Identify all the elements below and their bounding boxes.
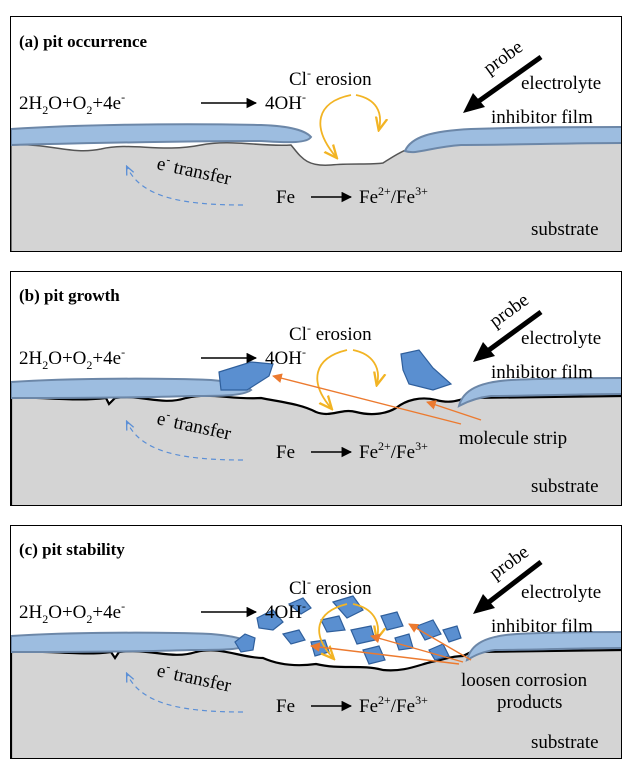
anodic-product: Fe2+/Fe3+ bbox=[359, 439, 428, 463]
annotation-arrow bbox=[370, 633, 464, 663]
stripped-molecule-flake bbox=[400, 349, 453, 391]
erosion-label: Cl- erosion bbox=[289, 575, 372, 599]
inhibitor-film-label: inhibitor film bbox=[491, 362, 593, 383]
erosion-arrow-out bbox=[318, 603, 348, 658]
probe-arrow-head bbox=[473, 342, 495, 362]
transfer-arrow bbox=[127, 167, 244, 206]
annotation-arrow bbox=[426, 400, 482, 421]
cathodic-reaction: 2H2O+O2+4e- bbox=[19, 90, 125, 117]
inhibitor-film-right bbox=[457, 377, 621, 408]
panel-title: (c) pit stability bbox=[19, 540, 125, 559]
inhibitor-film-left bbox=[11, 631, 253, 653]
panel-pit-growth: (b) pit growth 2H2O+O2+4e- 4OH- Cl- eros… bbox=[10, 271, 622, 506]
panel-b-diagram: (b) pit growth 2H2O+O2+4e- 4OH- Cl- eros… bbox=[11, 286, 621, 505]
electrolyte-label: electrolyte bbox=[521, 328, 601, 349]
annotation-arrow bbox=[272, 373, 462, 425]
corrosion-product-flake bbox=[281, 629, 306, 645]
substrate-label: substrate bbox=[531, 732, 599, 753]
molecule-strip-label: molecule strip bbox=[459, 428, 567, 449]
panel-c-diagram: (c) pit stability 2H2O+O2+4e- 4OH- Cl- e… bbox=[11, 540, 621, 758]
corrosion-product-flake bbox=[416, 619, 442, 641]
transfer-arrow bbox=[127, 674, 244, 713]
corrosion-product-flake bbox=[442, 625, 462, 643]
annotation-arrow bbox=[408, 623, 472, 661]
corrosion-product-flake bbox=[234, 633, 256, 653]
substrate-label: substrate bbox=[531, 476, 599, 497]
erosion-label: Cl- erosion bbox=[289, 66, 372, 90]
corrosion-product-flake bbox=[287, 597, 312, 615]
probe-label: probe bbox=[486, 542, 533, 584]
cathodic-reaction: 2H2O+O2+4e- bbox=[19, 599, 125, 626]
probe-arrow-head bbox=[473, 594, 495, 614]
annotation-arrow bbox=[310, 642, 460, 665]
cathodic-product: 4OH- bbox=[265, 90, 306, 114]
anodic-product: Fe2+/Fe3+ bbox=[359, 184, 428, 208]
inhibitor-film-left bbox=[11, 123, 313, 147]
inhibitor-film-right bbox=[403, 126, 621, 154]
erosion-arrow-out bbox=[316, 349, 348, 408]
anodic-left: Fe bbox=[276, 187, 295, 208]
corrosion-products bbox=[234, 595, 462, 665]
annotation-label-line1: loosen corrosion bbox=[461, 670, 588, 691]
panel-title: (a) pit occurrence bbox=[19, 32, 148, 51]
inhibitor-film-label: inhibitor film bbox=[491, 107, 593, 128]
panel-a-diagram: (a) pit occurrence 2H2O+O2+4e- 4OH- Cl- … bbox=[11, 32, 621, 251]
corrosion-product-flake bbox=[380, 611, 404, 631]
probe-arrow bbox=[487, 560, 543, 604]
panel-pit-occurrence: (a) pit occurrence 2H2O+O2+4e- 4OH- Cl- … bbox=[10, 16, 622, 252]
substrate-region bbox=[11, 648, 621, 758]
probe-arrow-head bbox=[463, 93, 485, 113]
inhibitor-film-right bbox=[465, 631, 621, 662]
erosion-arrow-out bbox=[319, 94, 352, 157]
annotation-label-line2: products bbox=[497, 692, 562, 713]
inhibitor-film-label: inhibitor film bbox=[491, 616, 593, 637]
cathodic-reaction: 2H2O+O2+4e- bbox=[19, 345, 125, 372]
corrosion-product-flake bbox=[331, 595, 364, 619]
cathodic-product: 4OH- bbox=[265, 345, 306, 369]
corrosion-product-flake bbox=[320, 615, 346, 633]
erosion-arrow-in bbox=[352, 349, 378, 384]
inhibitor-film-left bbox=[11, 377, 253, 399]
panel-title: (b) pit growth bbox=[19, 286, 120, 305]
corrosion-product-flake bbox=[350, 625, 376, 645]
corrosion-product-flake bbox=[362, 645, 386, 665]
electrolyte-label: electrolyte bbox=[521, 73, 601, 94]
panel-pit-stability: (c) pit stability 2H2O+O2+4e- 4OH- Cl- e… bbox=[10, 525, 622, 759]
erosion-arrow-in bbox=[355, 94, 380, 129]
anodic-left: Fe bbox=[276, 696, 295, 717]
erosion-label: Cl- erosion bbox=[289, 321, 372, 345]
anodic-left: Fe bbox=[276, 442, 295, 463]
transfer-arrow bbox=[127, 422, 244, 461]
probe-arrow bbox=[477, 54, 543, 104]
corrosion-product-flake bbox=[256, 609, 284, 631]
substrate-label: substrate bbox=[531, 219, 599, 240]
anodic-product: Fe2+/Fe3+ bbox=[359, 693, 428, 717]
probe-arrow bbox=[487, 309, 543, 353]
electrolyte-label: electrolyte bbox=[521, 582, 601, 603]
cathodic-product: 4OH- bbox=[265, 599, 306, 623]
